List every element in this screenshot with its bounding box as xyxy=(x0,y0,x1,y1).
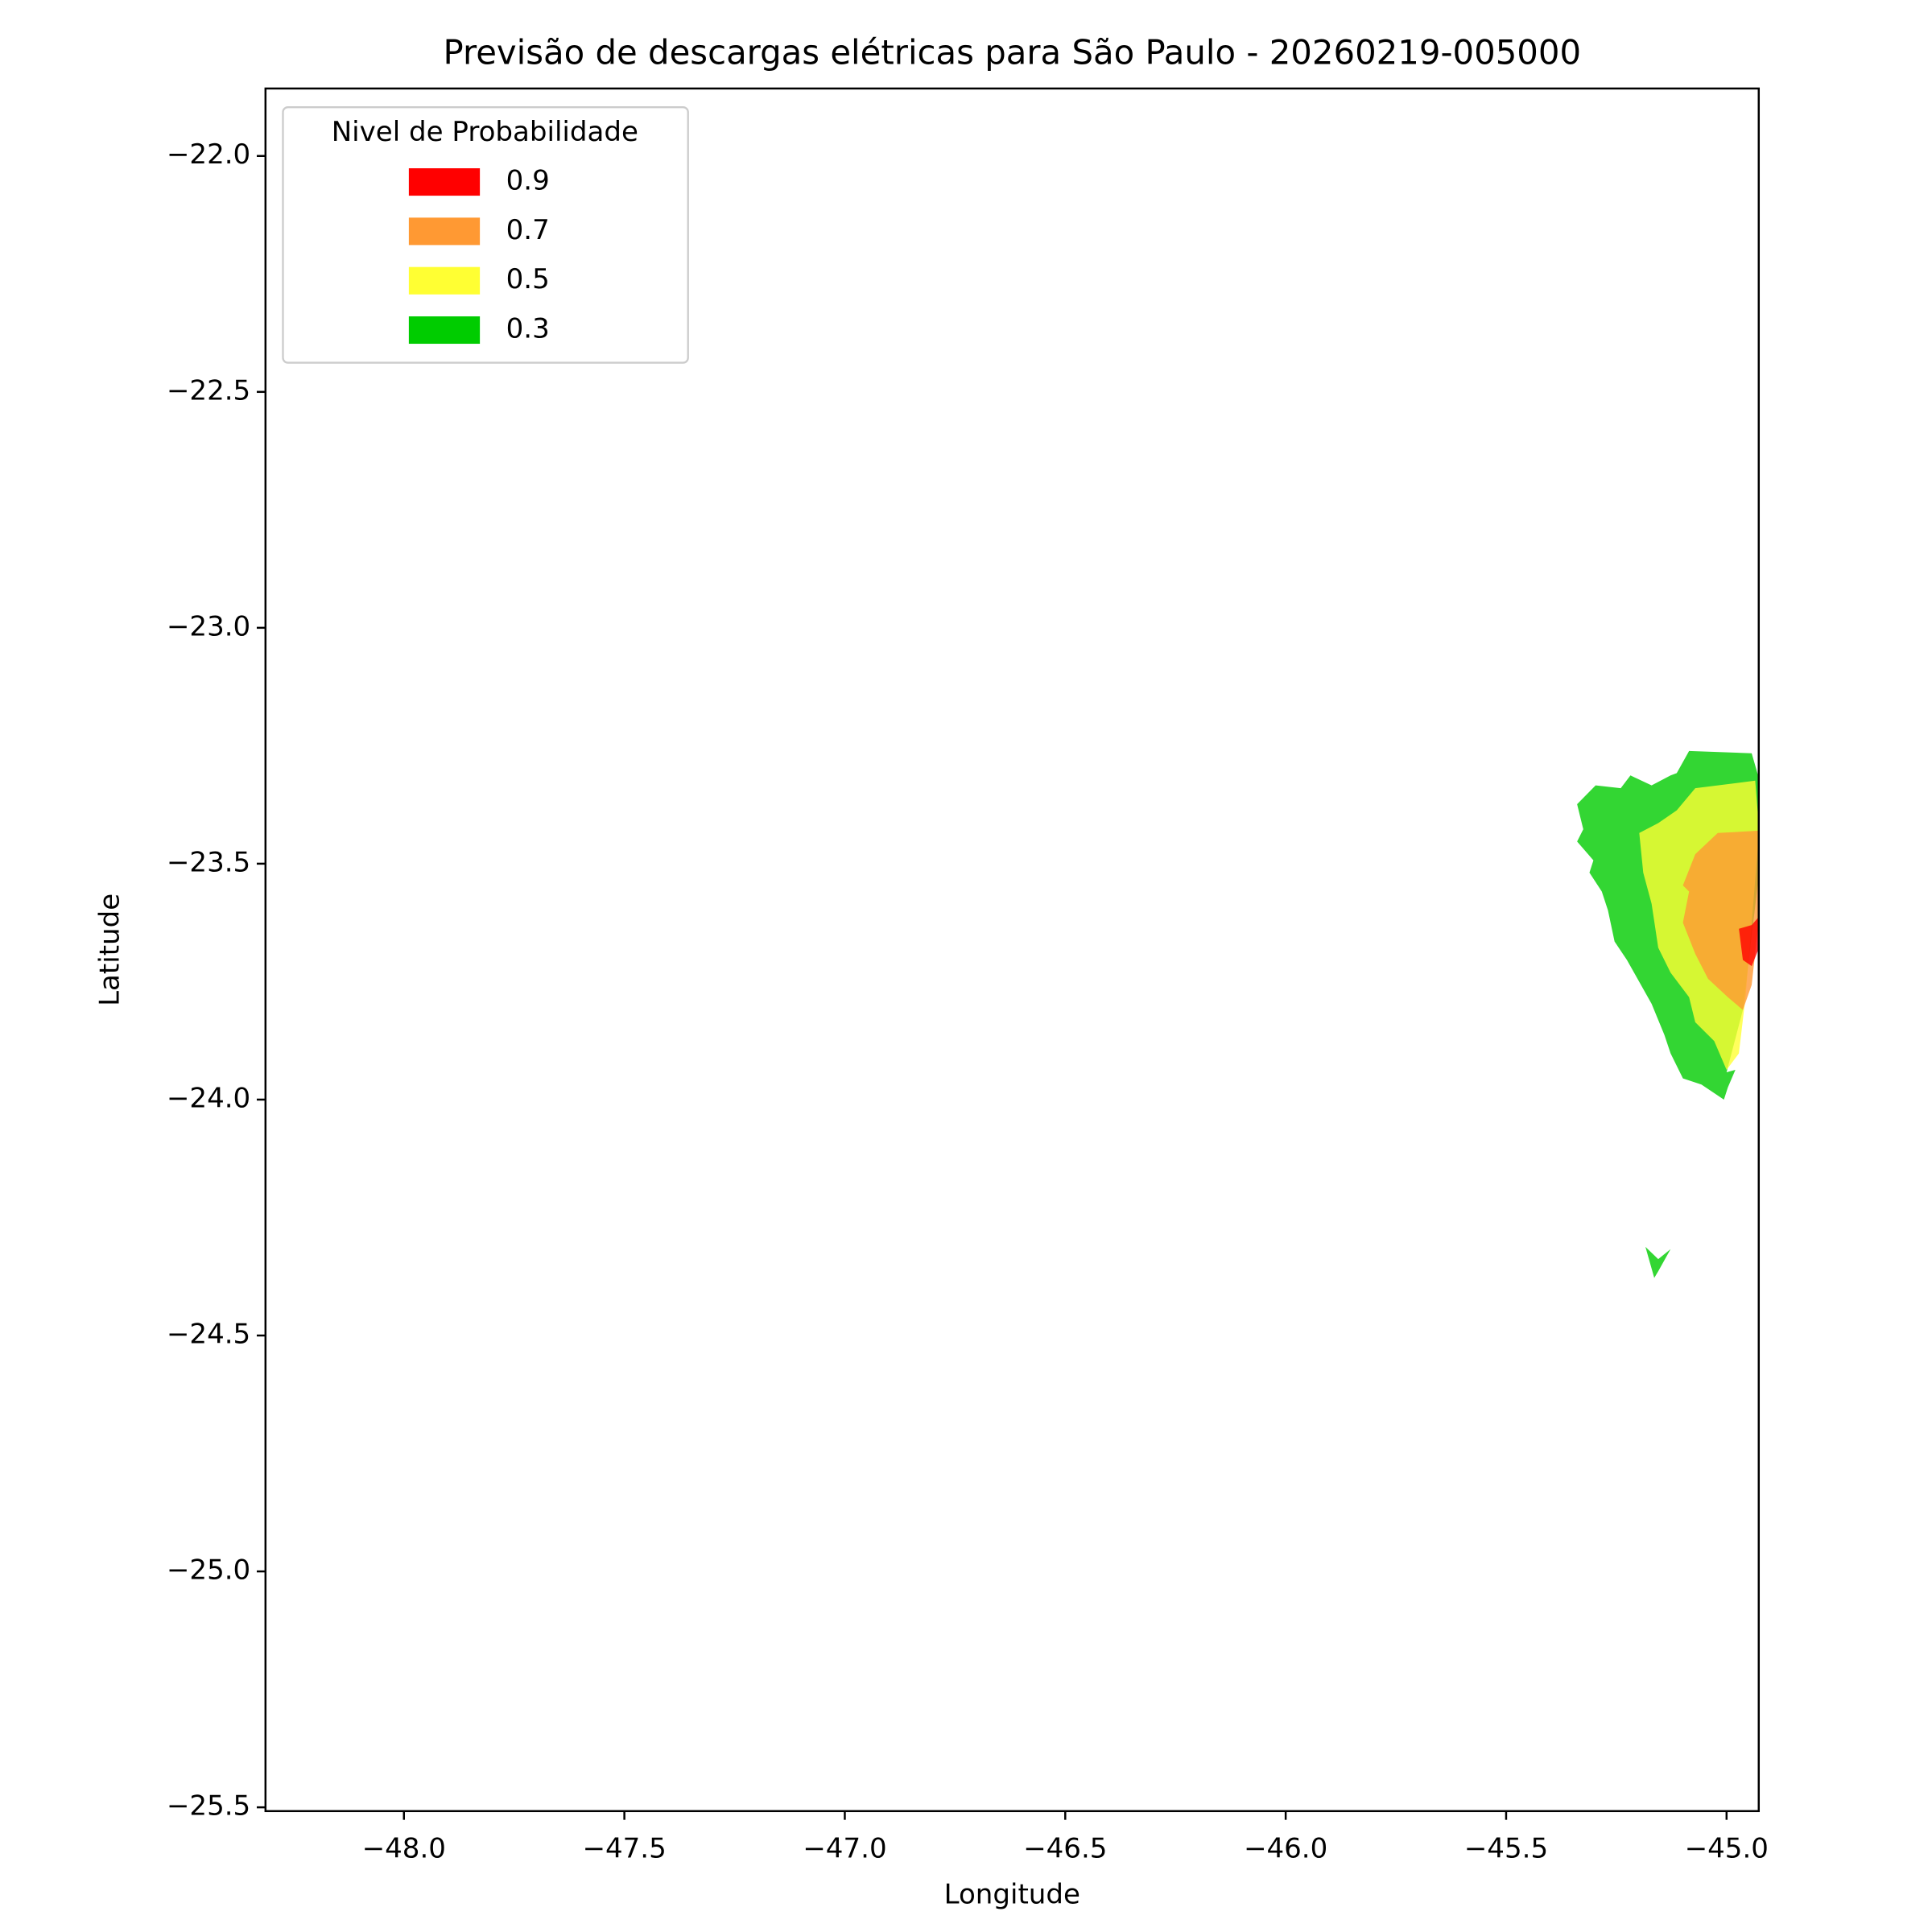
y-tick-label: −23.5 xyxy=(167,846,250,878)
x-tick-label: −46.0 xyxy=(1244,1832,1327,1864)
x-tick-label: −47.5 xyxy=(582,1832,666,1864)
legend-swatch xyxy=(408,316,481,345)
x-tick-label: −48.0 xyxy=(362,1832,446,1864)
y-tick-label: −25.5 xyxy=(167,1790,250,1823)
legend-swatch xyxy=(408,266,481,295)
y-tick-label: −25.0 xyxy=(167,1554,250,1587)
contour-region xyxy=(1682,830,1759,1010)
y-tick-label: −24.0 xyxy=(167,1082,250,1114)
y-axis-label: Latitude xyxy=(93,894,126,1006)
contour-region xyxy=(1739,917,1759,967)
y-tick-label: −22.5 xyxy=(167,374,250,407)
legend-swatch xyxy=(408,168,481,196)
legend: Nivel de Probabilidade 0.9 0.7 0.5 0.3 xyxy=(282,106,689,364)
y-tick-label: −23.0 xyxy=(167,610,250,642)
legend-label: 0.3 xyxy=(506,313,550,345)
plot-area xyxy=(1577,750,1759,1278)
legend-box xyxy=(282,106,689,364)
y-tick-label: −24.5 xyxy=(167,1319,250,1351)
contour-region xyxy=(1645,1246,1671,1278)
legend-label: 0.7 xyxy=(506,214,550,246)
x-tick-label: −45.5 xyxy=(1464,1832,1548,1864)
x-tick-label: −47.0 xyxy=(803,1832,886,1864)
y-tick-label: −22.0 xyxy=(167,138,250,171)
x-tick-label: −45.0 xyxy=(1685,1832,1769,1864)
axes-frame xyxy=(264,87,1761,1813)
legend-title: Nivel de Probabilidade xyxy=(332,116,638,148)
x-tick-label: −46.5 xyxy=(1023,1832,1107,1864)
legend-label: 0.9 xyxy=(506,165,550,197)
x-axis-label: Longitude xyxy=(944,1879,1080,1911)
legend-swatch xyxy=(408,217,481,246)
legend-label: 0.5 xyxy=(506,263,550,295)
chart-title: Previsão de descargas elétricas para São… xyxy=(443,33,1581,72)
